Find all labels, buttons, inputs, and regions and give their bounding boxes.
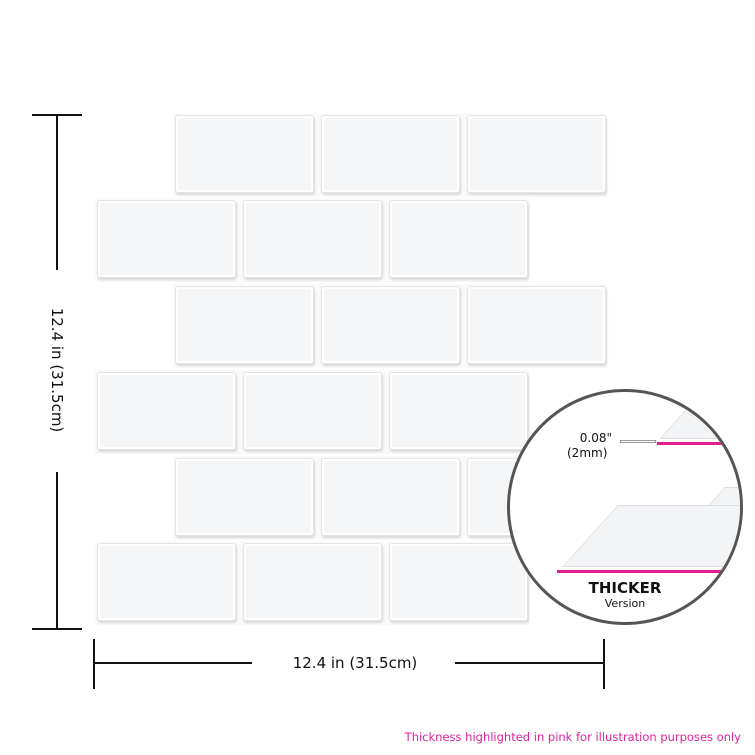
subway-tile [97,543,236,621]
tile-edge-lower [562,505,740,567]
width-dimension-line-right [455,662,604,664]
inset-subtitle: Version [604,597,646,610]
inset-title: THICKER [588,579,662,597]
subway-tile [389,543,528,621]
subway-tile [175,286,314,364]
width-dimension-right-tick [603,639,605,689]
measure-marker [620,440,656,443]
subway-tile [321,115,460,193]
subway-tile [243,543,382,621]
height-dimension-line-upper [56,115,58,270]
thickness-highlight-upper [657,442,740,445]
subway-tile [243,200,382,278]
subway-tile [389,372,528,450]
subway-tile [243,372,382,450]
thickness-inches: 0.08" [579,431,612,445]
subway-tile [175,458,314,536]
width-dimension-left-tick [93,639,95,689]
height-label: 12.4 in (31.5cm) [48,307,66,433]
footer-note: Thickness highlighted in pink for illust… [404,730,741,744]
thickness-highlight-lower [557,570,740,573]
subway-tile [321,286,460,364]
subway-tile [321,458,460,536]
subway-tile [175,115,314,193]
height-dimension-bottom-tick [32,628,82,630]
width-label: 12.4 in (31.5cm) [292,654,418,672]
subway-tile [467,286,606,364]
tile-edge-upper [659,392,740,439]
width-dimension-line-left [94,662,252,664]
subway-tile [97,372,236,450]
subway-tile [97,200,236,278]
thickness-mm: (2mm) [567,446,608,460]
thickness-inset: 0.08" (2mm) THICKER Version [507,389,743,625]
subway-tile [467,115,606,193]
height-dimension-line-lower [56,472,58,629]
subway-tile [389,200,528,278]
